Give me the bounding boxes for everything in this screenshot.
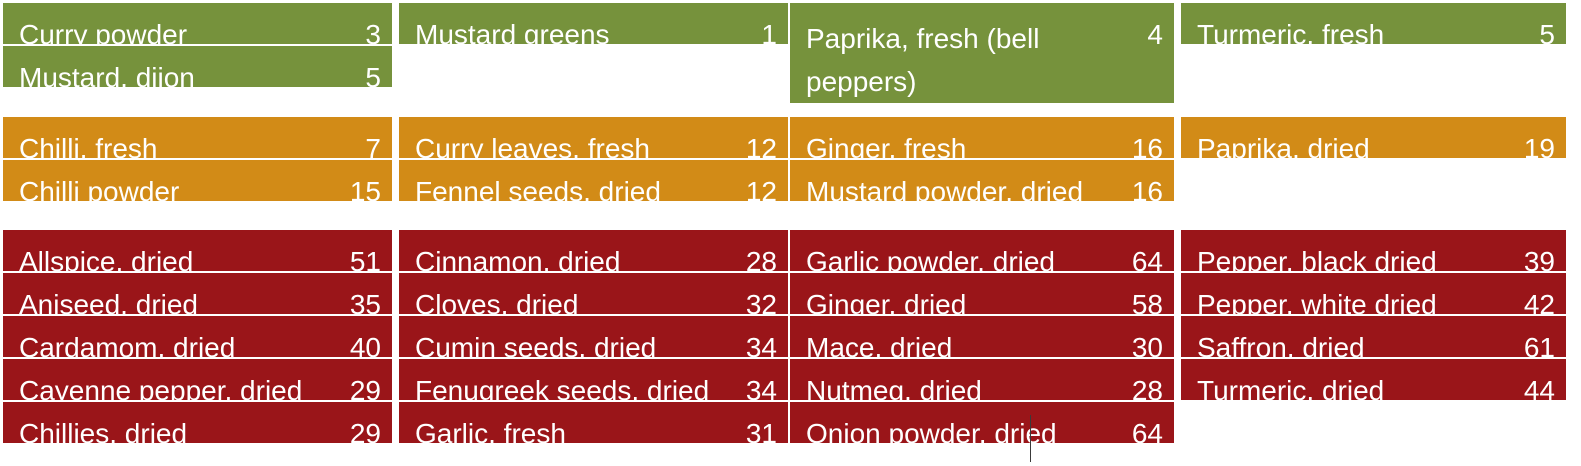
spice-name: Cinnamon, dried xyxy=(415,246,621,277)
spice-value: 4 xyxy=(1147,19,1163,50)
spice-value: 5 xyxy=(365,62,381,93)
spice-value: 16 xyxy=(1131,133,1163,164)
spice-name: Aniseed, dried xyxy=(19,289,199,320)
spice-name: Pepper, black dried xyxy=(1197,246,1437,277)
spice-cell: Nutmeg, dried 28 xyxy=(790,359,1174,405)
spice-value: 12 xyxy=(745,176,777,207)
spice-cell: Garlic powder, dried 64 xyxy=(790,230,1174,276)
spice-value: 19 xyxy=(1523,133,1555,164)
spice-name: Mustard, dijon xyxy=(19,62,195,93)
spice-value: 34 xyxy=(745,375,777,406)
spice-value: 42 xyxy=(1523,289,1555,320)
spice-name: Chilli powder xyxy=(19,176,180,207)
spice-value: 35 xyxy=(349,289,381,320)
spice-name: Mustard greens xyxy=(415,19,610,50)
spice-name: Allspice, dried xyxy=(19,246,194,277)
spice-value: 12 xyxy=(745,133,777,164)
spice-cell: Chilli powder 15 xyxy=(3,160,392,206)
spice-name: Fennel seeds, dried xyxy=(415,176,661,207)
spice-cell: Allspice, dried 51 xyxy=(3,230,392,276)
spice-name: Nutmeg, dried xyxy=(806,375,982,406)
spice-name: Curry leaves, fresh xyxy=(415,133,650,164)
spice-value: 30 xyxy=(1131,332,1163,363)
spice-cell: Ginger, fresh 16 xyxy=(790,117,1174,163)
spice-value: 28 xyxy=(745,246,777,277)
spice-name: Ginger, fresh xyxy=(806,133,967,164)
spice-cell: Cinnamon, dried 28 xyxy=(399,230,788,276)
spice-name: Pepper, white dried xyxy=(1197,289,1437,320)
spice-cell: Turmeric, dried 44 xyxy=(1181,359,1566,405)
spice-name: Turmeric, dried xyxy=(1197,375,1385,406)
spice-cell: Cumin seeds, dried 34 xyxy=(399,316,788,362)
spice-name: Onion powder, dried xyxy=(806,418,1057,449)
spice-value: 44 xyxy=(1523,375,1555,406)
spice-cell: Paprika, dried 19 xyxy=(1181,117,1566,163)
spice-value: 1 xyxy=(761,19,777,50)
spice-value: 32 xyxy=(745,289,777,320)
section-red: Allspice, dried 51 Aniseed, dried 35 Cardamo… xyxy=(3,230,1578,448)
spice-name: Mace, dried xyxy=(806,332,953,363)
spice-name: Mustard powder, dried xyxy=(806,176,1084,207)
spice-value: 16 xyxy=(1131,176,1163,207)
spice-value: 64 xyxy=(1131,246,1163,277)
spice-cell: Chillies, dried 29 xyxy=(3,402,392,448)
spice-value: 31 xyxy=(745,418,777,449)
spice-cell: Pepper, black dried 39 xyxy=(1181,230,1566,276)
spice-cell: Mustard greens 1 xyxy=(399,3,788,49)
spice-cell: Cayenne pepper, dried 29 xyxy=(3,359,392,405)
spice-value: 61 xyxy=(1523,332,1555,363)
section-orange: Chilli, fresh 7 Chilli powder 15 Curry leave… xyxy=(3,117,1578,217)
spice-cell: Fennel seeds, dried 12 xyxy=(399,160,788,206)
spice-name: Garlic powder, dried xyxy=(806,246,1056,277)
section-green: Curry powder 3 Mustard, dijon 5 Mustard gree… xyxy=(3,3,1578,103)
spice-name: Cumin seeds, dried xyxy=(415,332,657,363)
spice-value: 28 xyxy=(1131,375,1163,406)
spice-cell: Fenugreek seeds, dried 34 xyxy=(399,359,788,405)
spice-name: Cloves, dried xyxy=(415,289,579,320)
spice-value: 34 xyxy=(745,332,777,363)
spice-value: 58 xyxy=(1131,289,1163,320)
spice-name: Chilli, fresh xyxy=(19,133,158,164)
spice-cell: Turmeric, fresh 5 xyxy=(1181,3,1566,49)
spice-name: Saffron, dried xyxy=(1197,332,1365,363)
spice-value: 64 xyxy=(1131,418,1163,449)
spice-value: 39 xyxy=(1523,246,1555,277)
spice-name: Chillies, dried xyxy=(19,418,188,449)
spice-value: 5 xyxy=(1539,19,1555,50)
spice-cell: Mustard, dijon 5 xyxy=(3,46,392,92)
spice-value: 51 xyxy=(349,246,381,277)
spice-cell: Onion powder, dried 64 xyxy=(790,402,1174,448)
spice-cell: Paprika, fresh (bell peppers) 4 xyxy=(790,3,1174,103)
spice-cell: Garlic, fresh 31 xyxy=(399,402,788,448)
spice-cell: Curry powder 3 xyxy=(3,3,392,49)
spice-value: 29 xyxy=(349,375,381,406)
spice-name: Turmeric, fresh xyxy=(1197,19,1385,50)
text-cursor xyxy=(1030,415,1031,462)
spice-cell: Saffron, dried 61 xyxy=(1181,316,1566,362)
spice-name: Paprika, dried xyxy=(1197,133,1370,164)
spice-name: Cardamom, dried xyxy=(19,332,236,363)
spice-cell: Cardamom, dried 40 xyxy=(3,316,392,362)
spice-value: 3 xyxy=(365,19,381,50)
spice-cell: Chilli, fresh 7 xyxy=(3,117,392,163)
spice-value: 29 xyxy=(349,418,381,449)
spice-name: Ginger, dried xyxy=(806,289,967,320)
spice-cell: Pepper, white dried 42 xyxy=(1181,273,1566,319)
spice-cell: Mustard powder, dried 16 xyxy=(790,160,1174,206)
spice-name: Paprika, fresh (bell peppers) xyxy=(806,23,1040,97)
spice-cell: Mace, dried 30 xyxy=(790,316,1174,362)
spice-cell: Curry leaves, fresh 12 xyxy=(399,117,788,163)
spice-value: 40 xyxy=(349,332,381,363)
spice-cell: Cloves, dried 32 xyxy=(399,273,788,319)
spice-cell: Aniseed, dried 35 xyxy=(3,273,392,319)
spice-value: 15 xyxy=(349,176,381,207)
spice-name: Cayenne pepper, dried xyxy=(19,375,303,406)
spice-name: Fenugreek seeds, dried xyxy=(415,375,710,406)
spice-cell: Ginger, dried 58 xyxy=(790,273,1174,319)
spice-name: Garlic, fresh xyxy=(415,418,566,449)
spice-value: 7 xyxy=(365,133,381,164)
spice-name: Curry powder xyxy=(19,19,188,50)
